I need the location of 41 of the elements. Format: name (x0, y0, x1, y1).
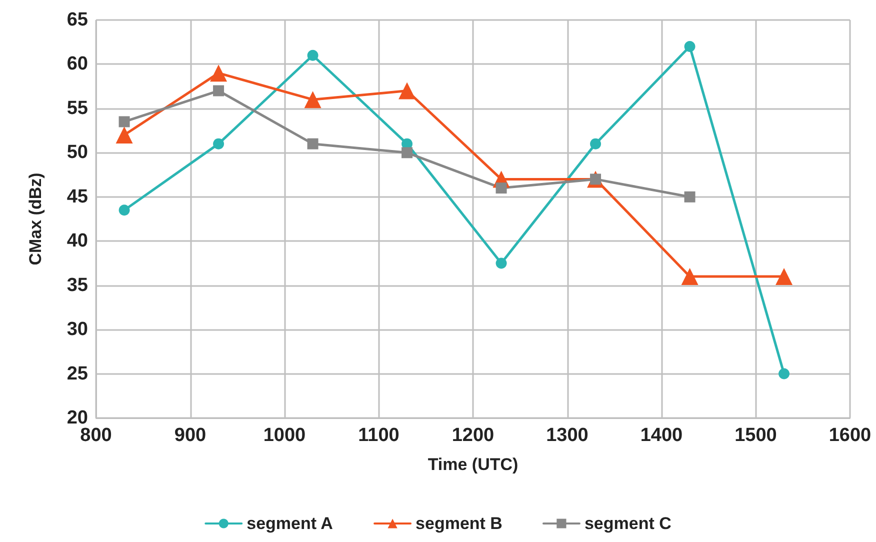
point (213, 138, 224, 150)
point (118, 116, 130, 128)
legend-label: segment C (584, 514, 672, 533)
y-axis-title: CMax (dBz) (26, 172, 45, 266)
point (778, 368, 790, 380)
point (398, 82, 416, 100)
point (116, 126, 133, 144)
y-tick-label: 60 (66, 54, 88, 75)
point (681, 268, 698, 285)
point (684, 41, 696, 52)
point (496, 182, 507, 194)
point (496, 258, 507, 269)
x-tick-label: 1600 (828, 425, 872, 446)
point (590, 138, 602, 150)
point (118, 204, 130, 216)
y-tick-label: 25 (66, 363, 88, 384)
x-tick-label: 1100 (358, 425, 400, 446)
y-tick-label: 35 (66, 274, 88, 296)
point (684, 191, 696, 202)
x-tick-label: 1000 (263, 425, 306, 446)
point (776, 268, 793, 285)
x-tick-label: 900 (174, 425, 206, 446)
point (307, 138, 318, 150)
y-tick-label: 40 (66, 230, 88, 252)
point (304, 91, 322, 108)
x-tick-label: 1400 (640, 425, 683, 446)
x-tick-label: 1500 (734, 425, 777, 446)
y-tick-label: 45 (66, 186, 88, 208)
x-tick-label: 1300 (546, 425, 588, 446)
legend-label: segment B (416, 514, 502, 533)
y-tick-label: 55 (66, 98, 88, 119)
point (402, 147, 413, 158)
point (213, 85, 224, 96)
y-tick-label: 50 (66, 142, 88, 164)
point (210, 64, 228, 82)
y-tick-label: 65 (66, 10, 88, 30)
point (307, 50, 318, 61)
y-tick-label: 30 (66, 319, 88, 340)
x-axis-title: Time (UTC) (428, 455, 518, 474)
legend-label: segment A (246, 514, 333, 533)
x-tick-label: 1200 (452, 425, 494, 446)
